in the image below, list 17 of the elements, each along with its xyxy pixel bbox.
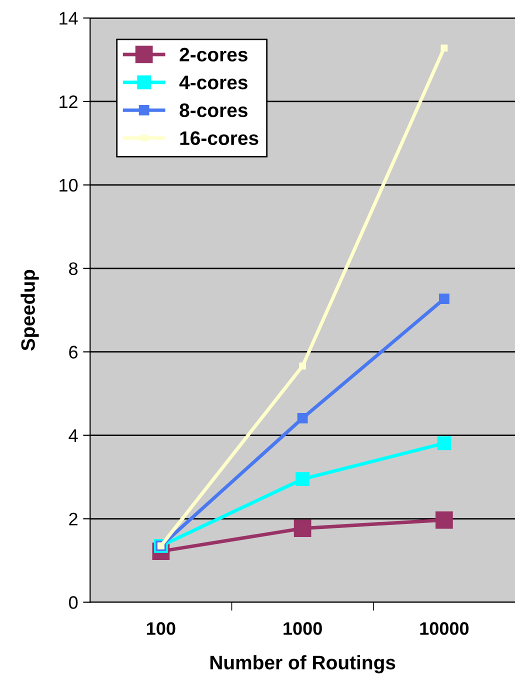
x-tick-label: 100 bbox=[147, 622, 176, 635]
y-tick-label: 8 bbox=[69, 262, 78, 276]
legend-label: 4-cores bbox=[179, 76, 248, 90]
y-tick-label: 6 bbox=[69, 346, 78, 359]
legend-label: 8-cores bbox=[180, 103, 248, 118]
y-tick-label: 14 bbox=[60, 12, 78, 25]
legend-label: 2-cores bbox=[180, 48, 248, 62]
y-tick-label: 10 bbox=[60, 178, 78, 192]
y-tick-label: 4 bbox=[68, 429, 78, 442]
legend-label: 16-cores bbox=[180, 131, 258, 146]
y-tick-label: 2 bbox=[69, 512, 78, 526]
y-tick-label: 12 bbox=[60, 95, 78, 108]
y-axis-title: Speedup bbox=[20, 270, 39, 351]
x-tick-label: 10000 bbox=[420, 622, 469, 635]
x-tick-label: 1000 bbox=[284, 622, 322, 635]
y-tick-label: 0 bbox=[68, 596, 78, 609]
x-axis-title: Number of Routings bbox=[210, 655, 396, 674]
